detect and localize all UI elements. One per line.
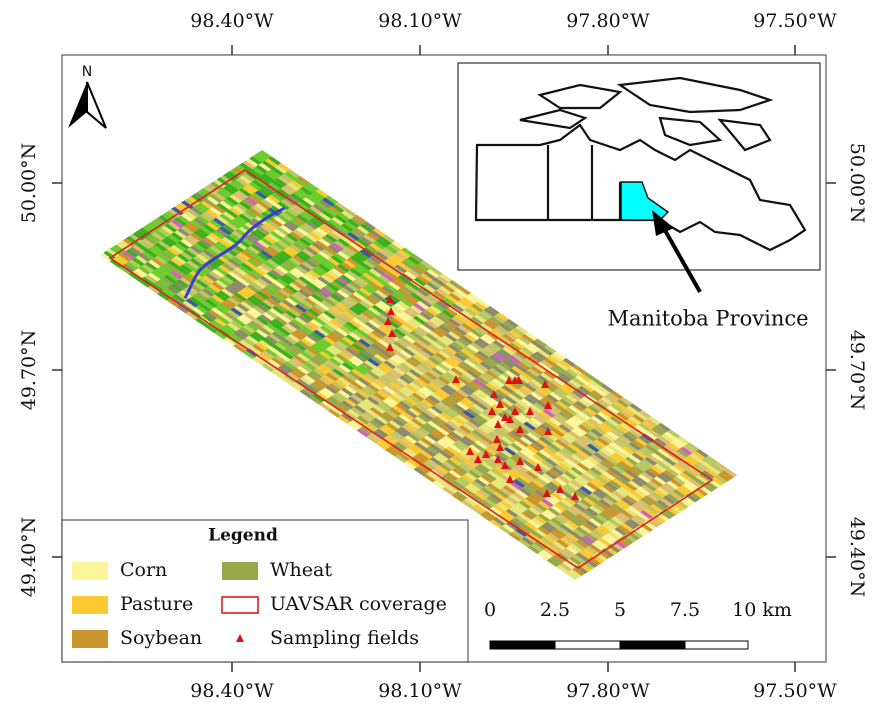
map-figure: 98.40°W 98.40°W 98.10°W 98.10°W 97.80°W 97.80… <box>0 0 875 709</box>
inset-label: Manitoba Province <box>607 307 808 331</box>
scale-label: 2.5 <box>540 599 570 621</box>
latitude-label: 49.40°N <box>846 517 868 598</box>
scale-segment <box>490 641 555 649</box>
legend-swatch <box>72 630 108 648</box>
legend-label: Corn <box>120 559 167 581</box>
inset-frame <box>458 63 820 270</box>
legend-label: UAVSAR coverage <box>270 593 447 615</box>
latitude-label: 49.40°N <box>18 517 40 598</box>
latitude-label: 49.70°N <box>18 330 40 411</box>
longitude-label: 97.50°W <box>753 680 837 702</box>
longitude-label: 98.10°W <box>378 680 462 702</box>
legend-label: Pasture <box>120 593 193 615</box>
scale-label: 7.5 <box>670 599 700 621</box>
latitude-label: 49.70°N <box>846 330 868 411</box>
legend-label: Wheat <box>270 559 332 581</box>
scale-label: 5 <box>614 599 626 621</box>
latitude-label: 50.00°N <box>18 143 40 224</box>
scale-segment <box>620 641 685 649</box>
legend-title: Legend <box>208 526 278 546</box>
scale-label: 0 <box>484 599 496 621</box>
longitude-label: 97.50°W <box>753 10 837 32</box>
scale-label: 10 km <box>732 599 792 621</box>
legend-label: Soybean <box>120 627 202 649</box>
legend-swatch <box>72 562 108 580</box>
latitude-label: 50.00°N <box>846 143 868 224</box>
longitude-label: 97.80°W <box>566 680 650 702</box>
longitude-label: 97.80°W <box>566 10 650 32</box>
scale-segment <box>555 641 620 649</box>
legend-swatch <box>72 596 108 614</box>
legend-swatch <box>222 562 258 580</box>
north-label: N <box>82 64 92 80</box>
longitude-label: 98.40°W <box>190 10 274 32</box>
longitude-label: 98.10°W <box>378 10 462 32</box>
legend-label: Sampling fields <box>270 627 419 649</box>
scale-segment <box>685 641 748 649</box>
longitude-label: 98.40°W <box>190 680 274 702</box>
